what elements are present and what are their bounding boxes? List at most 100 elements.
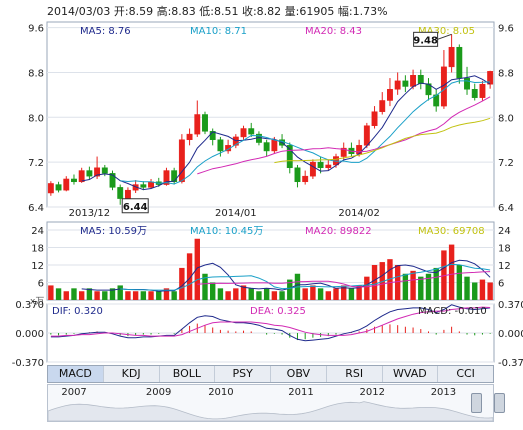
volume-bar xyxy=(71,288,77,300)
volume-bar xyxy=(441,250,447,300)
volume-bar xyxy=(456,265,463,300)
vol-ma10-line xyxy=(120,263,491,291)
price-frame xyxy=(46,21,495,208)
candle-body xyxy=(55,184,62,191)
candle-body xyxy=(402,80,409,87)
price-y-tick-right: 8.8 xyxy=(498,68,514,79)
navigator-year-label: 2012 xyxy=(359,387,385,398)
volume-bar xyxy=(425,273,432,300)
tab-rsi[interactable]: RSI xyxy=(327,366,383,382)
volume-bar xyxy=(148,291,154,300)
macd-y-tick-right: 0.370 xyxy=(498,300,523,311)
volume-bar xyxy=(132,291,139,300)
ma20-line xyxy=(197,96,491,175)
candle-body xyxy=(217,139,224,152)
volume-bar xyxy=(418,276,424,300)
candle-body xyxy=(471,89,478,98)
price-summary-header: 2014/03/03 开:8.59 高:8.83 低:8.51 收:8.82 量… xyxy=(47,5,388,18)
tab-macd[interactable]: MACD xyxy=(48,366,104,382)
volume-bar xyxy=(394,265,401,300)
candle-body xyxy=(171,170,178,183)
volume-y-tick-right: 12 xyxy=(498,261,511,272)
ma10-line xyxy=(120,80,491,185)
volume-y-tick-right: 24 xyxy=(498,226,511,237)
vol-ma20-line xyxy=(197,271,491,288)
candle-body xyxy=(479,83,486,98)
candle-body xyxy=(63,178,70,191)
navigator-right-handle[interactable] xyxy=(494,393,505,413)
navigator-year-label: 2009 xyxy=(145,387,172,398)
price-x-label: 2014/02 xyxy=(338,208,380,219)
volume-bar xyxy=(163,288,170,300)
volume-bar xyxy=(202,273,208,300)
candle-body xyxy=(387,89,393,101)
volume-bar xyxy=(472,282,478,300)
volume-bar xyxy=(364,276,370,300)
candle-body xyxy=(356,145,363,154)
volume-bar xyxy=(186,253,193,300)
volume-bar xyxy=(94,291,100,300)
volume-bar xyxy=(371,265,378,300)
candle-body xyxy=(379,100,386,112)
price-panel: 9.6 9.6 8.8 8.8 8.0 8.0 7.2 7.2 6.4 6.4 MA5: 8.76 M… xyxy=(28,21,514,219)
candle-body xyxy=(417,75,424,84)
tab-cci[interactable]: CCI xyxy=(456,367,475,380)
navigator-year-label: 2011 xyxy=(288,387,314,398)
volume-bar xyxy=(55,288,62,300)
price-y-tick-right: 7.2 xyxy=(498,158,514,169)
volume-bar xyxy=(194,238,200,300)
tab-obv[interactable]: OBV xyxy=(271,366,327,382)
volume-bar xyxy=(271,291,278,300)
volume-bar xyxy=(433,267,439,300)
candle-body xyxy=(286,145,293,169)
tab-psy[interactable]: PSY xyxy=(215,366,271,382)
volume-bar xyxy=(78,291,85,300)
volume-y-tick: 18 xyxy=(31,244,44,255)
volume-bar xyxy=(279,291,285,300)
navigator-left-handle[interactable] xyxy=(471,393,482,413)
volume-bar xyxy=(302,288,308,300)
price-y-tick-right: 8.0 xyxy=(498,113,514,124)
candle-body xyxy=(140,184,147,188)
price-x-label: 2014/01 xyxy=(215,208,257,219)
candle-body xyxy=(202,114,208,132)
macd-y-tick: 0.370 xyxy=(15,300,44,311)
candle-body xyxy=(271,139,278,152)
volume-bar xyxy=(248,288,254,300)
volume-bar xyxy=(325,291,331,300)
volume-y-tick-right: 18 xyxy=(498,244,511,255)
volume-bar xyxy=(225,291,231,300)
volume-bar xyxy=(341,285,347,300)
ma30-label: MA30: 8.05 xyxy=(418,26,475,37)
volume-bar xyxy=(387,259,393,300)
price-y-tick-right: 9.6 xyxy=(498,24,514,35)
candle-body xyxy=(487,71,494,85)
candle-body xyxy=(86,170,93,177)
time-navigator[interactable]: 2007 2009 2010 2011 2012 2013 xyxy=(47,384,494,422)
volume-bar xyxy=(410,270,416,300)
tab-wvad[interactable]: WVAD xyxy=(383,366,439,382)
candle-body xyxy=(394,80,401,90)
volume-bar xyxy=(140,291,147,300)
price-y-tick-right: 6.4 xyxy=(498,203,514,214)
dif-line xyxy=(50,304,491,342)
volume-bar xyxy=(48,285,54,300)
volume-bar xyxy=(487,282,493,300)
price-x-label: 2013/12 xyxy=(69,208,111,219)
candle-body xyxy=(302,175,309,183)
candle-body xyxy=(71,178,77,183)
volume-bar xyxy=(217,288,224,300)
navigator-year-label: 2013 xyxy=(430,387,457,398)
candle-body xyxy=(456,46,463,79)
tab-boll[interactable]: BOLL xyxy=(160,366,216,382)
macd-y-tick: 0.000 xyxy=(15,329,44,340)
candle-body xyxy=(425,83,432,96)
tab-kdj[interactable]: KDJ xyxy=(104,366,160,382)
candle-body xyxy=(117,187,124,199)
volume-bar xyxy=(379,262,385,300)
macd-label: MACD: -0.010 xyxy=(418,306,487,317)
volume-bar xyxy=(63,291,69,300)
candle-body xyxy=(78,170,85,183)
volume-bar xyxy=(448,244,455,300)
